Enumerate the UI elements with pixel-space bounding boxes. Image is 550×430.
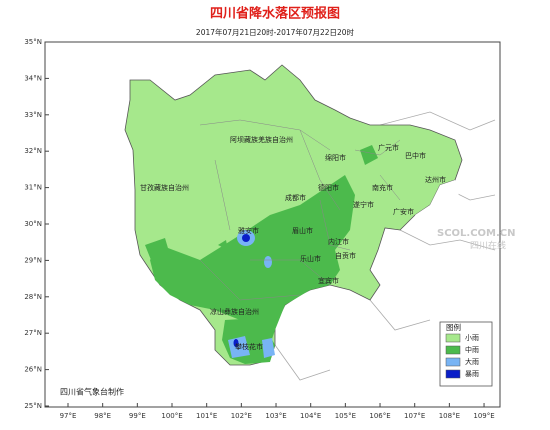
- place-label: 雅安市: [238, 226, 259, 235]
- lat-label: 25°N: [24, 402, 42, 410]
- place-label: 绵阳市: [325, 153, 346, 162]
- lon-label: 108°E: [439, 412, 460, 420]
- place-label: 乐山市: [300, 254, 321, 263]
- subtitle: 2017年07月21日20时-2017年07月22日20时: [196, 27, 355, 37]
- place-label: 遂宁市: [353, 200, 374, 209]
- place-label: 攀枝花市: [235, 342, 263, 351]
- lat-label: 30°N: [24, 220, 42, 228]
- lat-label: 33°N: [24, 111, 42, 119]
- lat-label: 27°N: [24, 329, 42, 337]
- lon-label: 97°E: [60, 412, 77, 420]
- place-label: 阿坝藏族羌族自治州: [230, 135, 293, 144]
- lon-label: 99°E: [129, 412, 146, 420]
- lon-label: 104°E: [300, 412, 321, 420]
- no-rain-area: [415, 180, 460, 222]
- rainstorm-area: [242, 234, 250, 242]
- lat-label: 29°N: [24, 256, 42, 264]
- lon-label: 98°E: [94, 412, 111, 420]
- place-label: 宜宾市: [318, 276, 339, 285]
- rainstorm-area: [233, 339, 239, 347]
- legend-label: 大雨: [465, 357, 479, 366]
- lon-label: 109°E: [473, 412, 494, 420]
- legend-label: 暴雨: [465, 370, 479, 378]
- lon-label: 101°E: [196, 412, 217, 420]
- watermark-name: 四川在线: [470, 240, 506, 252]
- lon-label: 107°E: [404, 412, 425, 420]
- lat-label: 28°N: [24, 293, 42, 301]
- place-label: 内江市: [328, 237, 349, 246]
- lon-label: 105°E: [335, 412, 356, 420]
- place-label: 成都市: [285, 193, 306, 202]
- place-label: 南充市: [372, 183, 393, 192]
- place-label: 巴中市: [405, 151, 426, 160]
- place-label: 甘孜藏族自治州: [140, 183, 189, 192]
- city-border: [199, 119, 401, 301]
- place-label: 自贡市: [335, 251, 356, 260]
- legend-swatch: [445, 369, 461, 379]
- lat-label: 31°N: [24, 184, 42, 192]
- place-label: 凉山彝族自治州: [210, 307, 259, 316]
- place-label: 广安市: [393, 207, 414, 216]
- legend-swatch: [445, 357, 461, 367]
- heavy-rain-area: [228, 336, 275, 358]
- legend-title: 图例: [446, 322, 461, 332]
- lat-label: 26°N: [24, 366, 42, 374]
- lat-label: 34°N: [24, 74, 42, 82]
- footer: 四川省气象台制作: [60, 387, 124, 397]
- lon-label: 103°E: [265, 412, 286, 420]
- lon-label: 102°E: [231, 412, 252, 420]
- legend-label: 小雨: [465, 333, 479, 342]
- lon-label: 100°E: [161, 412, 182, 420]
- lon-label: 106°E: [369, 412, 390, 420]
- place-label: 德阳市: [318, 183, 339, 192]
- legend-swatch: [445, 345, 461, 355]
- neighbour-border: [274, 111, 496, 381]
- place-label: 达州市: [425, 175, 446, 184]
- watermark-logo: SCOL.COM.CN: [437, 228, 516, 239]
- lat-label: 35°N: [24, 38, 42, 46]
- heavy-rain-area: [264, 256, 272, 268]
- legend-swatch: [445, 333, 461, 343]
- place-label: 眉山市: [292, 226, 313, 235]
- place-label: 广元市: [378, 143, 399, 152]
- legend-label: 中雨: [465, 345, 479, 354]
- lat-label: 32°N: [24, 147, 42, 155]
- title: 四川省降水落区预报图: [210, 6, 340, 22]
- graticule: 35°N 34°N 33°N 32°N 31°N 30°N 29°N 28°N 27°N 26°N…: [24, 38, 494, 420]
